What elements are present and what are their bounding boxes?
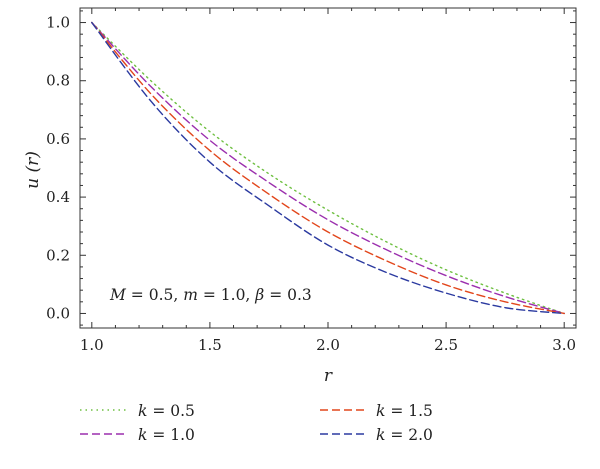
annotation-M-value: = 0.5, [126, 286, 183, 304]
legend-label-k-2.0: k = 2.0 [376, 426, 433, 444]
annotation-m-value: = 1.0, [198, 286, 255, 304]
y-tick-label: 0.4 [46, 188, 70, 206]
parameter-annotation: M = 0.5, m = 1.0, β = 0.3 [109, 286, 312, 304]
legend-item-k-1.5: k = 1.5 [320, 402, 433, 420]
annotation-M-symbol: M [109, 286, 127, 304]
legend-item-k-0.5: k = 0.5 [80, 402, 195, 420]
y-tick-label: 0.2 [46, 246, 70, 264]
y-axis-label: u (r) [23, 151, 43, 189]
annotation-beta-value: = 0.3 [264, 286, 312, 304]
series-line-2 [91, 21, 565, 315]
legend-label-k-0.5: k = 0.5 [138, 402, 195, 420]
legend-label-k-1.0: k = 1.0 [138, 426, 195, 444]
annotation-m-symbol: m [183, 286, 198, 304]
x-tick-label: 1.5 [198, 336, 222, 354]
ticks-layer: 1.0 1.5 2.0 2.5 3.0 0.0 0.2 0.4 0.6 0.8 1.0 [46, 8, 576, 354]
y-tick-label: 0.0 [46, 304, 70, 322]
legend: k = 0.5 k = 1.0 k = 1.5 k = 2.0 [80, 402, 433, 444]
x-tick-label: 2.5 [434, 336, 458, 354]
legend-item-k-2.0: k = 2.0 [320, 426, 433, 444]
series-line-0 [91, 21, 565, 315]
series-line-1 [91, 21, 565, 315]
legend-label-k-1.5: k = 1.5 [376, 402, 433, 420]
y-tick-label: 0.6 [46, 130, 70, 148]
series-layer [91, 21, 565, 315]
plot-frame [79, 7, 577, 329]
annotation-beta-symbol: β [254, 286, 264, 304]
x-tick-label: 2.0 [316, 336, 340, 354]
y-tick-label: 1.0 [46, 14, 70, 32]
y-tick-label: 0.8 [46, 72, 70, 90]
x-axis-label: r [324, 366, 333, 386]
x-tick-label: 3.0 [552, 336, 576, 354]
series-line-3 [91, 21, 565, 315]
x-tick-label: 1.0 [80, 336, 104, 354]
legend-item-k-1.0: k = 1.0 [80, 426, 195, 444]
